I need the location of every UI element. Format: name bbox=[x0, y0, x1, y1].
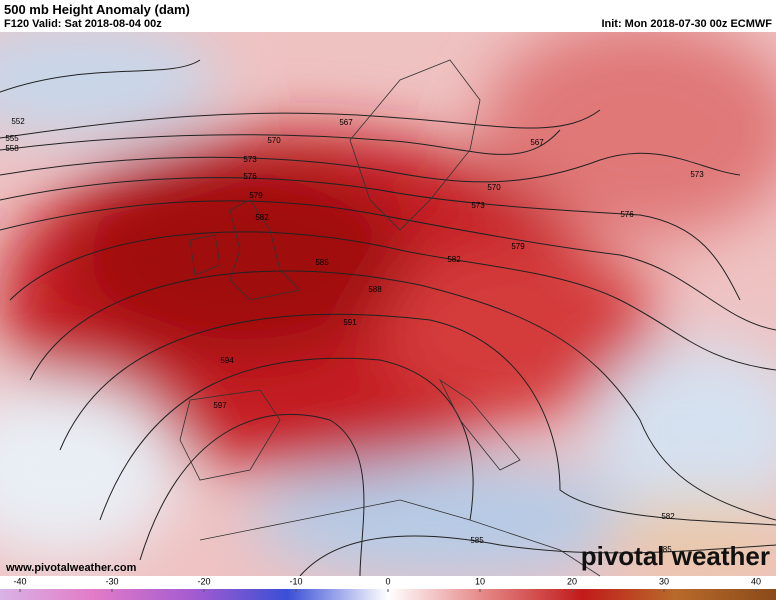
colorbar bbox=[0, 589, 776, 600]
anomaly-field bbox=[0, 32, 776, 576]
contour-label: 585 bbox=[315, 258, 329, 267]
contour-label: 555 bbox=[5, 134, 19, 143]
colorbar-tick-label: 40 bbox=[751, 576, 761, 586]
contour-label: 591 bbox=[343, 318, 357, 327]
colorbar-tick-label: 20 bbox=[567, 576, 577, 586]
colorbar-tick-label: -30 bbox=[105, 576, 118, 586]
colorbar-tick-label: 0 bbox=[385, 576, 390, 586]
contour-label: 558 bbox=[5, 144, 19, 153]
contour-label: 582 bbox=[447, 255, 461, 264]
contour-label: 588 bbox=[368, 285, 382, 294]
contour-label: 570 bbox=[487, 183, 501, 192]
contour-label: 552 bbox=[11, 117, 25, 126]
contour-label: 579 bbox=[511, 242, 525, 251]
valid-time: F120 Valid: Sat 2018-08-04 00z bbox=[4, 18, 162, 30]
coastlines bbox=[179, 59, 601, 577]
watermark-url: www.pivotalweather.com bbox=[5, 562, 137, 574]
contour-label: 573 bbox=[690, 170, 704, 179]
contour-label: 579 bbox=[249, 191, 263, 200]
contour-label: 582 bbox=[661, 512, 675, 521]
contours bbox=[0, 59, 776, 576]
contour-label: 567 bbox=[339, 118, 353, 127]
colorbar-tick-label: -10 bbox=[289, 576, 302, 586]
contour-label: 585 bbox=[658, 545, 672, 554]
contour-label: 585 bbox=[470, 536, 484, 545]
logo: pivotal weather bbox=[581, 541, 770, 571]
colorbar-tick-label: 10 bbox=[475, 576, 485, 586]
contour-label: 582 bbox=[255, 213, 269, 222]
contour-label: 597 bbox=[213, 401, 227, 410]
colorbar-tick-label: -20 bbox=[197, 576, 210, 586]
contour-label: 573 bbox=[243, 155, 257, 164]
contour-label: 594 bbox=[220, 356, 234, 365]
colorbar-tick-label: 30 bbox=[659, 576, 669, 586]
colorbar-tick-label: -40 bbox=[13, 576, 26, 586]
contour-label: 570 bbox=[267, 136, 281, 145]
init-time: Init: Mon 2018-07-30 00z ECMWF bbox=[601, 18, 772, 30]
contour-label: 573 bbox=[471, 201, 485, 210]
contour-label: 576 bbox=[243, 172, 257, 181]
contour-label: 567 bbox=[530, 138, 544, 147]
title: 500 mb Height Anomaly (dam) bbox=[4, 2, 190, 17]
contour-label: 576 bbox=[620, 210, 634, 219]
